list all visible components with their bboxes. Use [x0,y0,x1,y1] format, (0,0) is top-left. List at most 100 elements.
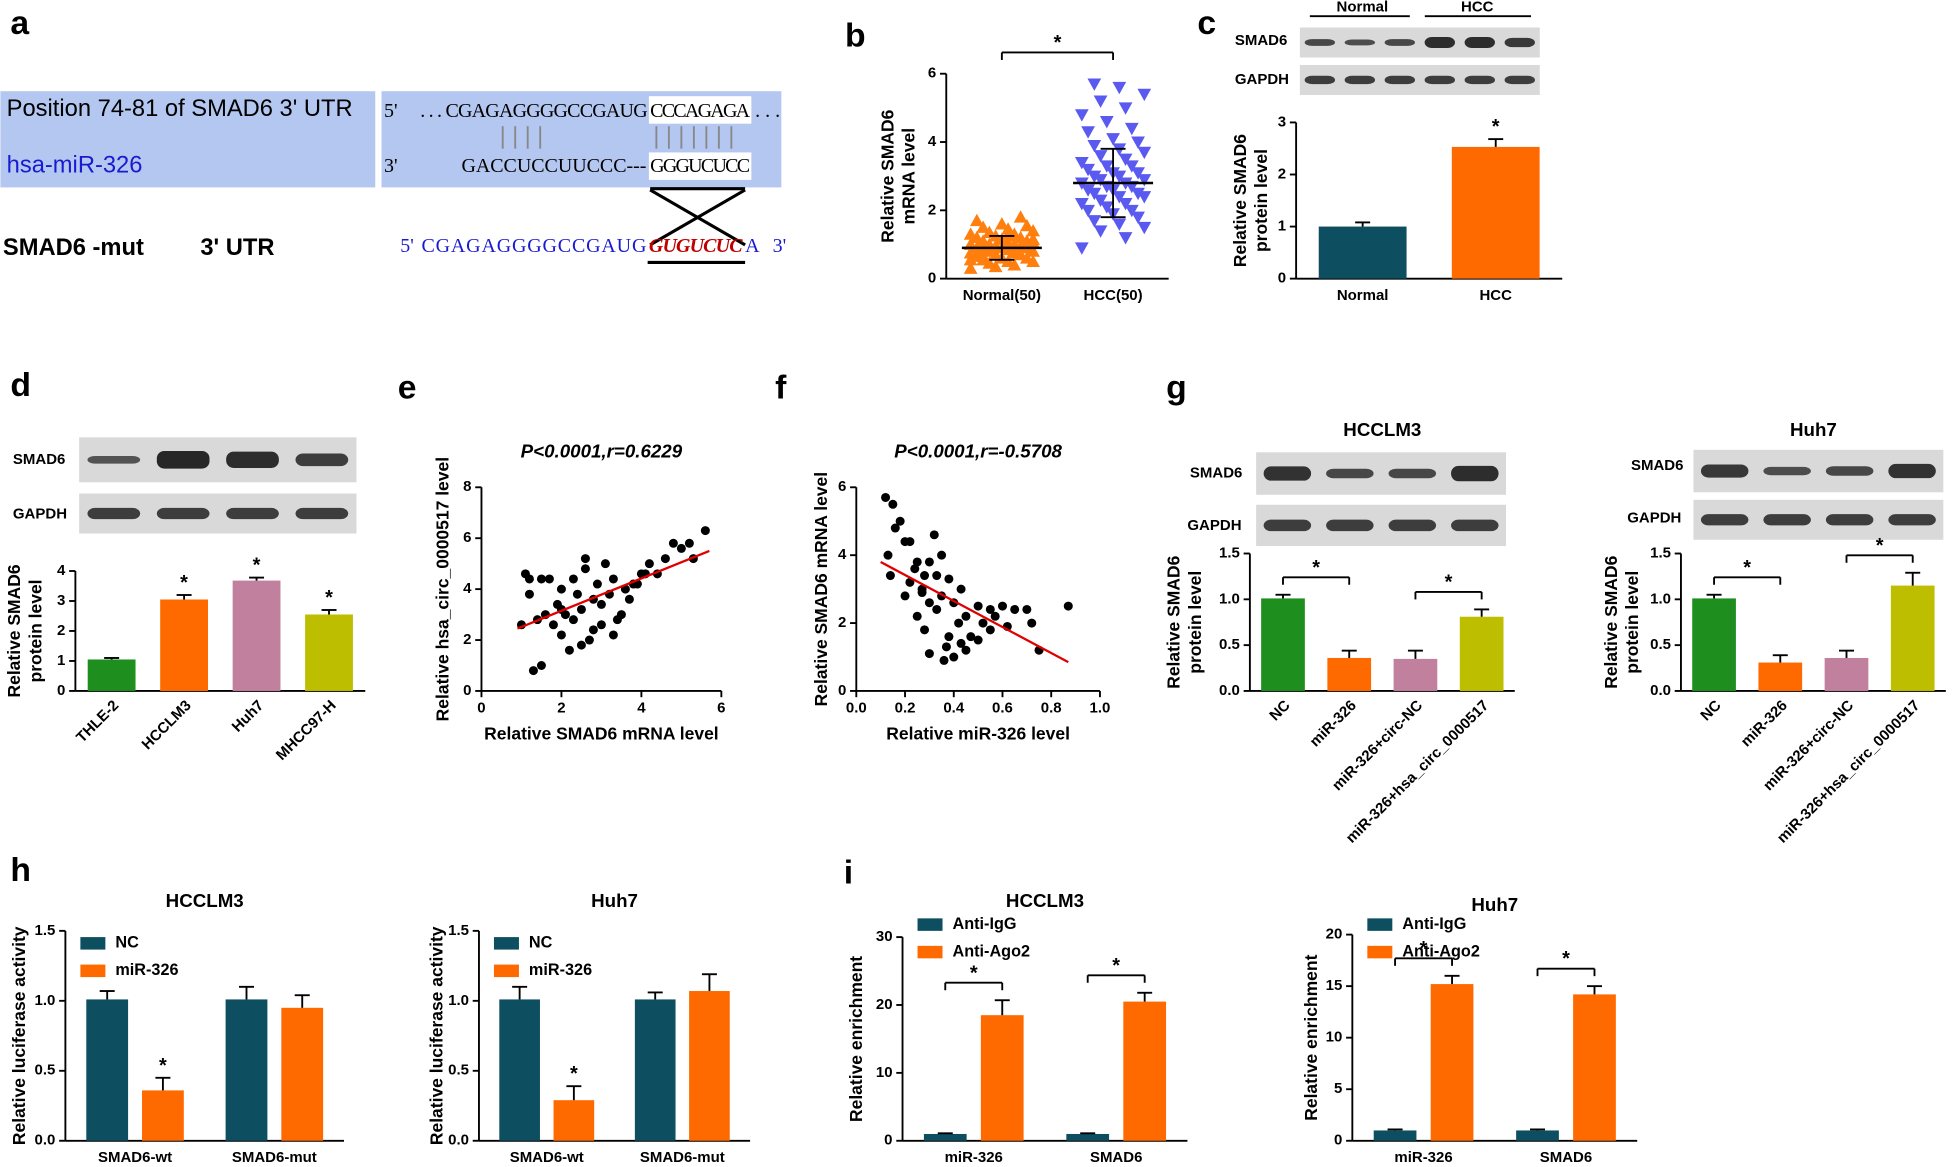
data-point [1081,184,1095,197]
x-tick-label: miR-326+hsa_circ_0000517 [1343,697,1493,847]
data-point [1019,251,1034,264]
y-tick-label: 0.5 [1219,636,1240,653]
data-point [1131,187,1145,201]
panel-a: Position 74-81 of SMAD6 3' UTR hsa-miR-3… [0,91,786,264]
significance: * [1876,535,1884,557]
data-point [1099,201,1114,214]
data-point [1074,109,1089,122]
bar [281,1007,324,1141]
data-point [1026,244,1040,257]
y-tick-label: 1.0 [448,992,469,1009]
highlight [0,91,376,188]
fit-line [517,549,710,630]
y-tick-label: 0.5 [35,1062,56,1079]
x-tick-label: SMAD6-wt [98,1149,172,1166]
blot-group: Normal [1337,0,1389,15]
data-point [917,588,927,598]
blot-band [1825,514,1874,526]
significance: * [1445,571,1453,593]
blot-band [295,507,349,520]
data-point [1131,167,1145,180]
blot-band [87,456,141,464]
data-point [883,550,893,560]
bar [1692,598,1736,691]
data-point [1099,116,1114,129]
legend-label: Anti-IgG [953,915,1017,933]
data-point [676,543,686,553]
data-point [976,220,990,233]
blot-band [1326,468,1374,479]
y-axis-label: Relative SMAD6 mRNA level [811,472,831,707]
significance: * [1743,557,1751,579]
x-axis-label: Relative SMAD6 mRNA level [484,723,719,743]
prime: 5' [400,235,414,257]
y-tick-label: 0 [57,682,65,699]
data-point [1124,122,1139,136]
data-point [932,604,942,614]
y-axis-label: Relative SMAD6 [877,109,897,242]
x-tick-label: miR-326 [945,1149,1003,1166]
data-point [1074,157,1089,170]
data-point [924,649,934,659]
x-tick-label: SMAD6-mut [232,1149,317,1166]
blot-band [1763,466,1811,476]
bar [305,614,353,691]
data-point [1124,204,1139,218]
y-axis-label: mRNA level [899,128,919,225]
legend-label: miR-326 [529,961,592,979]
x-tick-label: THLE-2 [73,697,122,746]
blot-band [87,507,141,520]
sequence: . . . CGAGAGGGGCCGAUG [420,100,647,122]
data-point [941,642,951,652]
blot-band [1388,468,1437,479]
data-point [524,589,534,599]
data-point [1118,153,1133,166]
blot-label: GAPDH [1627,509,1681,526]
pairing [501,126,733,149]
y-axis-label: Relative enrichment [1301,954,1321,1120]
data-point [963,252,978,266]
data-point [544,574,554,584]
y-axis-label: protein level [1185,571,1205,674]
data-point [961,611,971,621]
y-tick-label: 1 [57,652,65,669]
data-point [985,625,995,635]
blot-label: SMAD6 [13,451,65,468]
y-tick-label: 20 [876,996,893,1013]
data-point [920,625,930,635]
y-axis-label: Relative enrichment [846,956,866,1122]
panel-letter: d [10,366,31,404]
data-point [910,564,920,574]
y-axis-label: Relative SMAD6 [1230,134,1250,267]
data-point [1026,254,1040,268]
y-axis-label: protein level [1622,571,1642,674]
x-tick-label: 0.2 [895,699,916,716]
x-axis-label: Relative miR-326 level [886,723,1070,743]
data-point [1019,218,1034,232]
blot-band [295,453,349,467]
data-point [932,571,942,581]
y-tick-label: 1.5 [35,922,56,939]
data-point [1137,88,1152,102]
data-point [963,227,978,240]
data-point [1087,215,1102,228]
data-point [556,630,566,640]
data-point [905,537,915,547]
data-point [1087,139,1102,153]
chart-title: P<0.0001,r=-0.5708 [894,440,1062,461]
legend-label: Anti-Ago2 [1402,942,1480,960]
x-tick-label: 0.0 [846,699,867,716]
blot-band [1888,463,1936,479]
panel-letter: h [10,851,31,889]
y-tick-label: 4 [928,133,937,150]
panel-letter: e [398,369,417,407]
y-tick-label: 8 [463,478,471,495]
legend-label: Anti-IgG [1402,915,1466,933]
blot-label: GAPDH [1235,71,1289,88]
x-tick-label: HCC [1479,287,1512,304]
blot-label: SMAD6 [1190,465,1242,482]
y-axis-label: Relative SMAD6 [1164,555,1184,688]
blot-band [1451,519,1499,532]
significance: * [1054,32,1062,54]
data-point [1137,174,1152,187]
